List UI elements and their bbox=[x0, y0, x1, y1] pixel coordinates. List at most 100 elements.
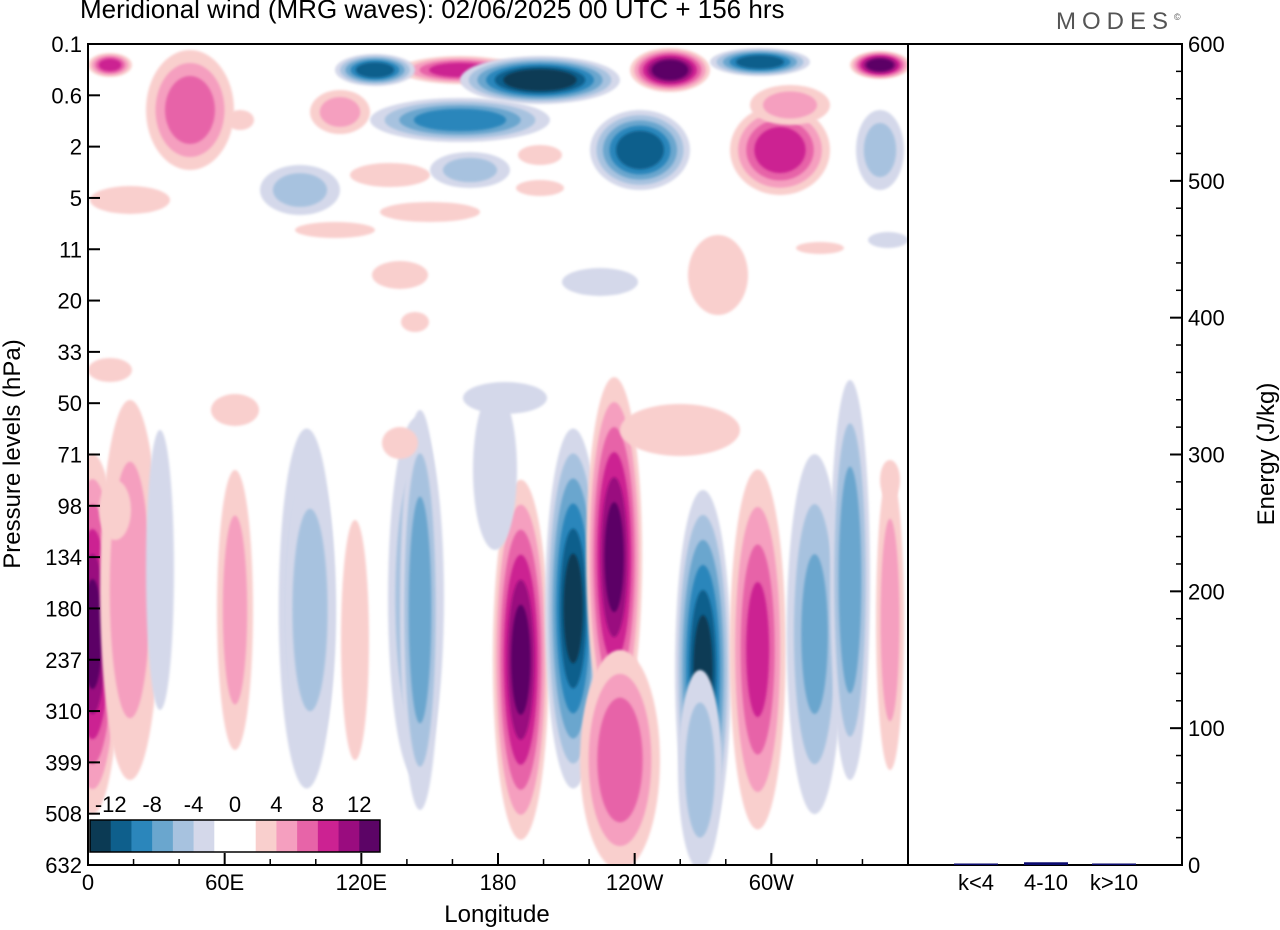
energy-category-label: k>10 bbox=[1090, 870, 1138, 895]
energy-category-label: 4-10 bbox=[1024, 870, 1068, 895]
contour-band bbox=[382, 427, 418, 459]
y-tick-label: 11 bbox=[59, 237, 82, 262]
y-tick-label: 2 bbox=[70, 135, 82, 160]
colorbar: -12 -8 -4 0 4 8 12 bbox=[89, 792, 381, 853]
contour-band bbox=[226, 110, 254, 130]
contour-band bbox=[146, 430, 174, 710]
y-tick-label: 98 bbox=[58, 494, 82, 519]
x-tick-label: 120W bbox=[606, 870, 664, 895]
contour-band bbox=[443, 157, 497, 183]
y-tick-label: 180 bbox=[45, 596, 82, 621]
colorbar-label: -12 bbox=[95, 792, 127, 817]
colorbar-swatch bbox=[90, 820, 112, 852]
colorbar-swatch bbox=[152, 820, 174, 852]
y-tick-label: 33 bbox=[58, 340, 82, 365]
contour-band bbox=[408, 496, 432, 724]
contour-band bbox=[401, 312, 429, 332]
colorbar-swatch bbox=[359, 820, 381, 852]
colorbar-label: -4 bbox=[184, 792, 204, 817]
contour-band bbox=[99, 480, 131, 540]
colorbar-label: 8 bbox=[312, 792, 324, 817]
contour-band bbox=[372, 261, 428, 289]
modes-logo: MODES© bbox=[1056, 8, 1181, 36]
contour-band bbox=[341, 520, 369, 760]
contour-band bbox=[355, 62, 395, 78]
contour-band bbox=[801, 554, 828, 715]
energy-bars: k<4 4-10 k>10 bbox=[954, 862, 1138, 895]
energy-bar bbox=[954, 863, 998, 865]
energy-bar bbox=[1024, 862, 1068, 865]
y-tick-label: 0.6 bbox=[51, 83, 82, 108]
contour-band bbox=[620, 404, 740, 456]
contour-band bbox=[651, 59, 689, 81]
y-tick-label: 71 bbox=[58, 443, 82, 468]
contour-band bbox=[222, 515, 248, 705]
contour-band bbox=[796, 242, 844, 254]
energy-tick-label: 400 bbox=[1188, 306, 1225, 331]
contour-band bbox=[88, 358, 132, 382]
energy-bar bbox=[1092, 863, 1136, 865]
y-tick-label: 5 bbox=[70, 186, 82, 211]
colorbar-swatch bbox=[131, 820, 153, 852]
colorbar-swatch bbox=[255, 820, 277, 852]
energy-tick-label: 500 bbox=[1188, 169, 1225, 194]
contour-band bbox=[516, 180, 564, 196]
contour-band bbox=[754, 126, 806, 174]
contour-band bbox=[597, 697, 643, 823]
y-tick-label: 508 bbox=[45, 802, 82, 827]
x-axis-title: Longitude bbox=[444, 901, 549, 928]
contour-band bbox=[616, 130, 664, 170]
x-tick-label: 0 bbox=[82, 870, 94, 895]
colorbar-label: -8 bbox=[142, 792, 162, 817]
contour-band bbox=[880, 460, 900, 500]
contour-band bbox=[463, 382, 547, 414]
x-tick-label: 60E bbox=[205, 870, 244, 895]
energy-axis-title: Energy (J/kg) bbox=[1253, 383, 1280, 526]
axes: 0 60E 120E 180 120W 60W 0.1 0.6 2 5 11 20 33 50 71 98 13… bbox=[45, 32, 1224, 895]
copyright-mark: © bbox=[1174, 12, 1181, 22]
energy-tick-label: 200 bbox=[1188, 579, 1225, 604]
contour-band bbox=[518, 145, 562, 165]
x-tick-label: 180 bbox=[480, 870, 517, 895]
feature-positive-3 bbox=[586, 377, 643, 738]
colorbar-swatch bbox=[338, 820, 360, 852]
energy-tick-label: 300 bbox=[1188, 443, 1225, 468]
colorbar-swatch bbox=[214, 820, 236, 852]
y-tick-label: 399 bbox=[45, 750, 82, 775]
colorbar-swatch bbox=[235, 820, 257, 852]
x-tick-label: 60W bbox=[749, 870, 794, 895]
contour-band bbox=[292, 508, 328, 712]
contour-band bbox=[868, 232, 908, 248]
feature-negative-6 bbox=[786, 454, 843, 815]
colorbar-swatch bbox=[193, 820, 215, 852]
energy-tick-label: 100 bbox=[1188, 716, 1225, 741]
chart-title: Meridional wind (MRG waves): 02/06/2025 … bbox=[80, 0, 785, 24]
contour-band bbox=[211, 394, 259, 426]
y-tick-label: 20 bbox=[58, 289, 82, 314]
energy-tick-label: 0 bbox=[1188, 853, 1200, 878]
contour-band bbox=[685, 702, 715, 838]
contour-band bbox=[511, 604, 531, 715]
contour-band bbox=[688, 235, 748, 315]
contour-band bbox=[880, 518, 900, 722]
colorbar-swatch bbox=[297, 820, 319, 852]
y-axis-title: Pressure levels (hPa) bbox=[0, 339, 26, 568]
contour-band bbox=[503, 69, 577, 91]
contour-band bbox=[838, 466, 862, 694]
contour-band bbox=[604, 502, 624, 613]
colorbar-swatch bbox=[172, 820, 195, 852]
colorbar-swatch bbox=[317, 820, 340, 852]
feature-positive-5 bbox=[729, 469, 786, 830]
contour-band bbox=[863, 123, 897, 177]
contour-band bbox=[562, 268, 638, 296]
contour-band bbox=[350, 163, 430, 187]
colorbar-label: 4 bbox=[270, 792, 282, 817]
contour-band bbox=[88, 579, 103, 690]
contour-texture bbox=[88, 48, 908, 865]
contour-band bbox=[98, 58, 122, 72]
colorbar-label: 0 bbox=[229, 792, 241, 817]
contour-band bbox=[273, 173, 327, 207]
logo-text: MODES bbox=[1056, 8, 1175, 35]
contour-band bbox=[563, 553, 583, 664]
